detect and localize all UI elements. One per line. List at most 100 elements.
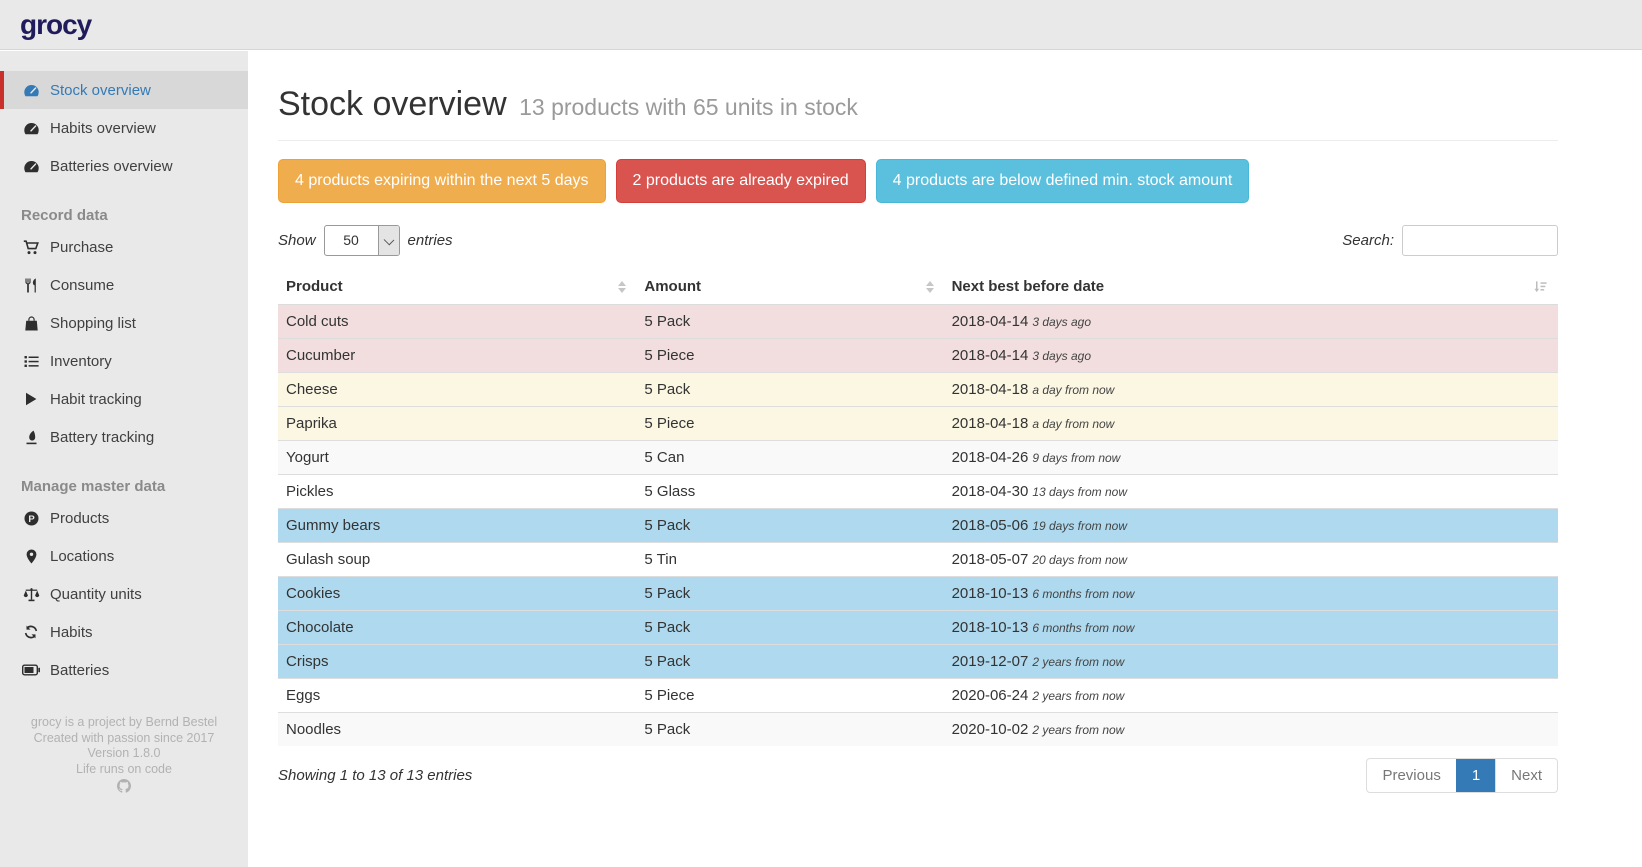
amount-cell: 5 Pack <box>636 508 944 543</box>
show-label: Show <box>278 232 316 249</box>
pagination-page-1[interactable]: 1 <box>1455 759 1496 792</box>
sidebar-item-purchase[interactable]: Purchase <box>0 228 248 266</box>
date-value: 2020-06-24 <box>951 687 1029 704</box>
sidebar-item-quantity-units[interactable]: Quantity units <box>0 575 248 613</box>
page-length-control: Show 50 entries <box>278 225 453 256</box>
table-row: Eggs 5 Piece 2020-06-24 2 years from now <box>278 678 1558 713</box>
sidebar-item-inventory[interactable]: Inventory <box>0 342 248 380</box>
sidebar-item-consume[interactable]: Consume <box>0 266 248 304</box>
date-value: 2018-05-06 <box>951 517 1029 534</box>
table-row: Pickles 5 Glass 2018-04-30 13 days from n… <box>278 474 1558 509</box>
sidebar-item-label: Batteries <box>50 661 110 679</box>
amount-cell: 5 Pack <box>636 372 944 407</box>
sidebar-item-products[interactable]: P Products <box>0 499 248 537</box>
date-relative: 2 years from now <box>1032 723 1125 737</box>
date-cell: 2018-05-06 19 days from now <box>943 508 1558 543</box>
gauge-icon <box>21 121 41 136</box>
table-row: Yogurt 5 Can 2018-04-26 9 days from now <box>278 440 1558 475</box>
column-header-next-best-before-date[interactable]: Next best before date <box>943 270 1558 305</box>
stock-table-body: Cold cuts 5 Pack 2018-04-14 3 days ago Cu… <box>278 304 1558 746</box>
app-logo[interactable]: grocy <box>20 8 92 40</box>
sort-amount-icon[interactable] <box>1533 280 1548 295</box>
github-icon[interactable] <box>0 779 248 798</box>
sort-icon[interactable] <box>618 281 627 293</box>
date-relative: 2 years from now <box>1032 655 1125 669</box>
table-row: Chocolate 5 Pack 2018-10-13 6 months from… <box>278 610 1558 645</box>
sidebar-item-label: Products <box>50 509 110 527</box>
column-header-product[interactable]: Product <box>278 270 637 305</box>
sidebar-item-stock-overview[interactable]: Stock overview <box>0 71 248 109</box>
alert-expiring-soon[interactable]: 4 products expiring within the next 5 da… <box>278 159 606 203</box>
table-footer: Showing 1 to 13 of 13 entries Previous 1… <box>278 758 1558 793</box>
date-relative: 3 days ago <box>1032 349 1092 363</box>
product-cell: Cucumber <box>278 338 637 373</box>
table-row: Cookies 5 Pack 2018-10-13 6 months from n… <box>278 576 1558 611</box>
date-relative: 2 years from now <box>1032 689 1125 703</box>
date-cell: 2018-10-13 6 months from now <box>943 576 1558 611</box>
sidebar-item-habits[interactable]: Habits <box>0 613 248 651</box>
sidebar-item-label: Stock overview <box>50 81 151 99</box>
sidebar-item-shopping-list[interactable]: Shopping list <box>0 304 248 342</box>
date-value: 2018-04-14 <box>951 347 1029 364</box>
search-input[interactable] <box>1402 225 1558 256</box>
date-relative: 13 days from now <box>1032 485 1128 499</box>
sidebar-item-locations[interactable]: Locations <box>0 537 248 575</box>
sidebar-item-label: Purchase <box>50 238 114 256</box>
stock-table: Product Amount Next best before date Col… <box>278 270 1558 746</box>
main-content: Stock overview 13 products with 65 units… <box>248 51 1642 867</box>
map-marker-icon <box>21 549 41 564</box>
date-cell: 2018-05-07 20 days from now <box>943 542 1558 577</box>
amount-cell: 5 Tin <box>636 542 944 577</box>
table-row: Cold cuts 5 Pack 2018-04-14 3 days ago <box>278 304 1558 339</box>
gauge-icon <box>21 83 41 98</box>
pagination-previous[interactable]: Previous <box>1382 767 1441 784</box>
amount-cell: 5 Pack <box>636 712 944 746</box>
table-row: Cheese 5 Pack 2018-04-18 a day from now <box>278 372 1558 407</box>
table-row: Noodles 5 Pack 2020-10-02 2 years from no… <box>278 712 1558 746</box>
amount-cell: 5 Piece <box>636 678 944 713</box>
sidebar-footer-line: Version 1.8.0 <box>87 746 161 760</box>
sidebar-item-batteries[interactable]: Batteries <box>0 651 248 689</box>
sidebar-item-label: Shopping list <box>50 314 136 332</box>
sidebar-item-habits-overview[interactable]: Habits overview <box>0 109 248 147</box>
column-header-amount[interactable]: Amount <box>636 270 944 305</box>
date-value: 2020-10-02 <box>951 721 1029 738</box>
date-value: 2018-04-18 <box>951 381 1029 398</box>
product-cell: Eggs <box>278 678 637 713</box>
amount-cell: 5 Can <box>636 440 944 475</box>
page-length-select[interactable]: 50 <box>323 225 400 256</box>
sidebar-item-label: Inventory <box>50 352 112 370</box>
date-relative: 6 months from now <box>1032 621 1135 635</box>
sidebar-item-battery-tracking[interactable]: Battery tracking <box>0 418 248 456</box>
date-cell: 2018-04-26 9 days from now <box>943 440 1558 475</box>
sidebar-item-label: Habits <box>50 623 93 641</box>
sync-icon <box>21 625 41 639</box>
date-cell: 2018-04-18 a day from now <box>943 406 1558 441</box>
table-header-row: Product Amount Next best before date <box>278 270 1558 305</box>
amount-cell: 5 Pack <box>636 576 944 611</box>
date-cell: 2018-04-30 13 days from now <box>943 474 1558 509</box>
sort-icon[interactable] <box>925 281 934 293</box>
date-cell: 2020-06-24 2 years from now <box>943 678 1558 713</box>
table-row: Paprika 5 Piece 2018-04-18 a day from now <box>278 406 1558 441</box>
table-row: Cucumber 5 Piece 2018-04-14 3 days ago <box>278 338 1558 373</box>
product-cell: Noodles <box>278 712 637 746</box>
table-controls: Show 50 entries Search: <box>278 225 1558 256</box>
balance-scale-icon <box>21 587 41 602</box>
search-label: Search: <box>1342 232 1394 249</box>
top-bar: grocy <box>0 0 1642 50</box>
alerts-row: 4 products expiring within the next 5 da… <box>278 159 1558 203</box>
page-subtitle: 13 products with 65 units in stock <box>519 94 858 120</box>
alert-below-min-stock[interactable]: 4 products are below defined min. stock … <box>875 159 1250 203</box>
sidebar-item-habit-tracking[interactable]: Habit tracking <box>0 380 248 418</box>
amount-cell: 5 Piece <box>636 338 944 373</box>
date-relative: 9 days from now <box>1032 451 1121 465</box>
sidebar-item-label: Batteries overview <box>50 157 173 175</box>
sidebar-section-record-data: Record data <box>21 207 108 224</box>
pagination-next[interactable]: Next <box>1495 759 1557 792</box>
sidebar-item-label: Habits overview <box>50 119 156 137</box>
alert-expired[interactable]: 2 products are already expired <box>615 159 866 203</box>
sidebar-item-batteries-overview[interactable]: Batteries overview <box>0 147 248 185</box>
product-cell: Cold cuts <box>286 313 349 330</box>
sidebar: Stock overview Habits overview Batteries… <box>0 51 248 867</box>
